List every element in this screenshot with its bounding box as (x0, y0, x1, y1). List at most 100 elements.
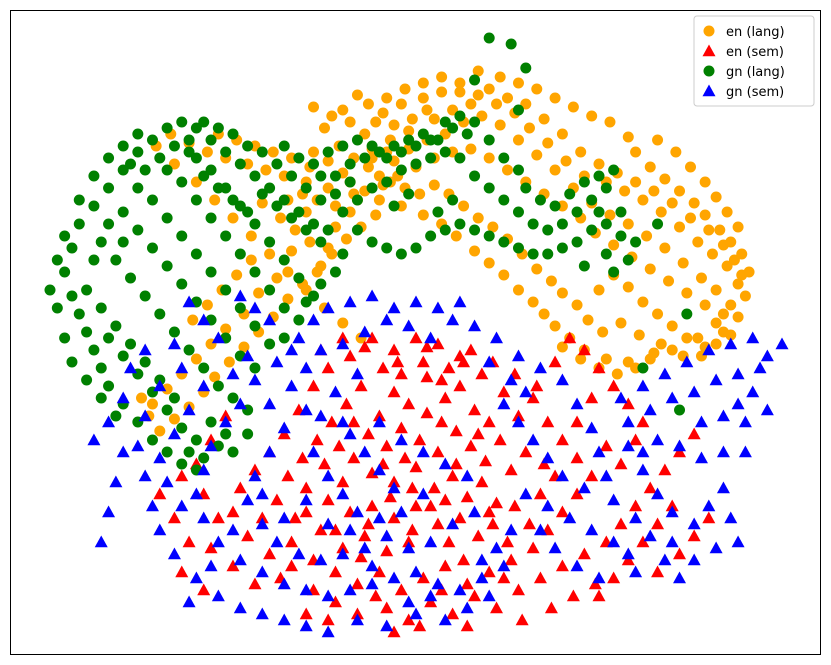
data-point (372, 463, 386, 476)
data-point (490, 601, 504, 614)
data-point (138, 409, 152, 422)
data-point (453, 379, 467, 392)
data-point (600, 353, 612, 365)
data-point (205, 212, 217, 224)
data-point (648, 185, 660, 197)
data-point (59, 266, 71, 278)
data-point (454, 77, 466, 89)
data-point (663, 275, 675, 287)
data-point (471, 529, 485, 542)
data-point (541, 499, 555, 512)
data-point (293, 272, 305, 284)
data-point (644, 161, 656, 173)
data-point (570, 451, 584, 464)
data-point (201, 146, 213, 158)
data-point (490, 331, 504, 344)
data-point (460, 577, 474, 590)
data-point (717, 308, 729, 320)
data-point (183, 146, 195, 158)
data-point (556, 242, 568, 254)
data-point (282, 293, 294, 305)
data-point (450, 230, 462, 242)
data-point (241, 349, 255, 362)
data-point (321, 517, 335, 530)
data-point (153, 379, 167, 392)
data-point (497, 571, 511, 584)
data-point (731, 397, 745, 410)
data-point (220, 284, 232, 296)
data-point (381, 92, 393, 104)
data-point (688, 197, 700, 209)
data-point (270, 355, 284, 368)
data-point (497, 559, 511, 572)
data-point (659, 242, 671, 254)
data-point (372, 415, 386, 428)
data-point (442, 361, 456, 374)
data-point (417, 128, 429, 140)
data-point (469, 116, 481, 128)
data-point (651, 565, 665, 578)
data-point (608, 266, 620, 278)
data-point (498, 194, 510, 206)
data-point (314, 553, 328, 566)
data-point (299, 361, 313, 374)
data-point (652, 134, 664, 146)
data-point (248, 469, 262, 482)
data-point (775, 337, 789, 350)
data-point (271, 158, 283, 170)
data-point (117, 236, 129, 248)
data-point (270, 493, 284, 506)
data-point (556, 341, 568, 353)
data-point (234, 248, 246, 260)
data-point (249, 266, 261, 278)
data-point (710, 284, 722, 296)
data-point (326, 110, 338, 122)
data-point (630, 236, 642, 248)
data-point (600, 248, 612, 260)
data-point (564, 188, 576, 200)
data-point (204, 559, 218, 572)
data-point (457, 553, 471, 566)
data-point (329, 170, 341, 182)
data-point (103, 332, 115, 344)
data-point (153, 451, 167, 464)
data-point (310, 433, 324, 446)
data-point (585, 421, 599, 434)
data-point (453, 511, 467, 524)
data-point (592, 445, 606, 458)
data-point (190, 434, 202, 446)
data-point (238, 341, 250, 353)
data-point (87, 433, 101, 446)
data-point (380, 544, 394, 557)
data-point (277, 613, 291, 626)
data-point (575, 146, 587, 158)
data-point (681, 308, 693, 320)
data-point (629, 499, 643, 512)
data-point (66, 242, 78, 254)
data-point (607, 493, 621, 506)
data-point (556, 128, 568, 140)
data-point (328, 523, 342, 536)
data-point (403, 188, 415, 200)
legend-label: gn (lang) (726, 65, 785, 80)
data-point (223, 356, 235, 368)
data-point (183, 134, 195, 146)
data-point (483, 83, 495, 95)
data-point (542, 137, 554, 149)
data-point (322, 146, 334, 158)
data-point (380, 619, 394, 632)
data-point (339, 397, 353, 410)
data-point (629, 565, 643, 578)
data-point (619, 185, 631, 197)
data-point (299, 403, 313, 416)
data-point (66, 356, 78, 368)
data-point (498, 269, 510, 281)
data-point (402, 595, 416, 608)
data-point (460, 490, 474, 503)
data-point (211, 535, 225, 548)
data-point (692, 236, 704, 248)
data-point (325, 415, 339, 428)
data-point (652, 218, 664, 230)
data-point (498, 152, 510, 164)
data-point (299, 493, 313, 506)
